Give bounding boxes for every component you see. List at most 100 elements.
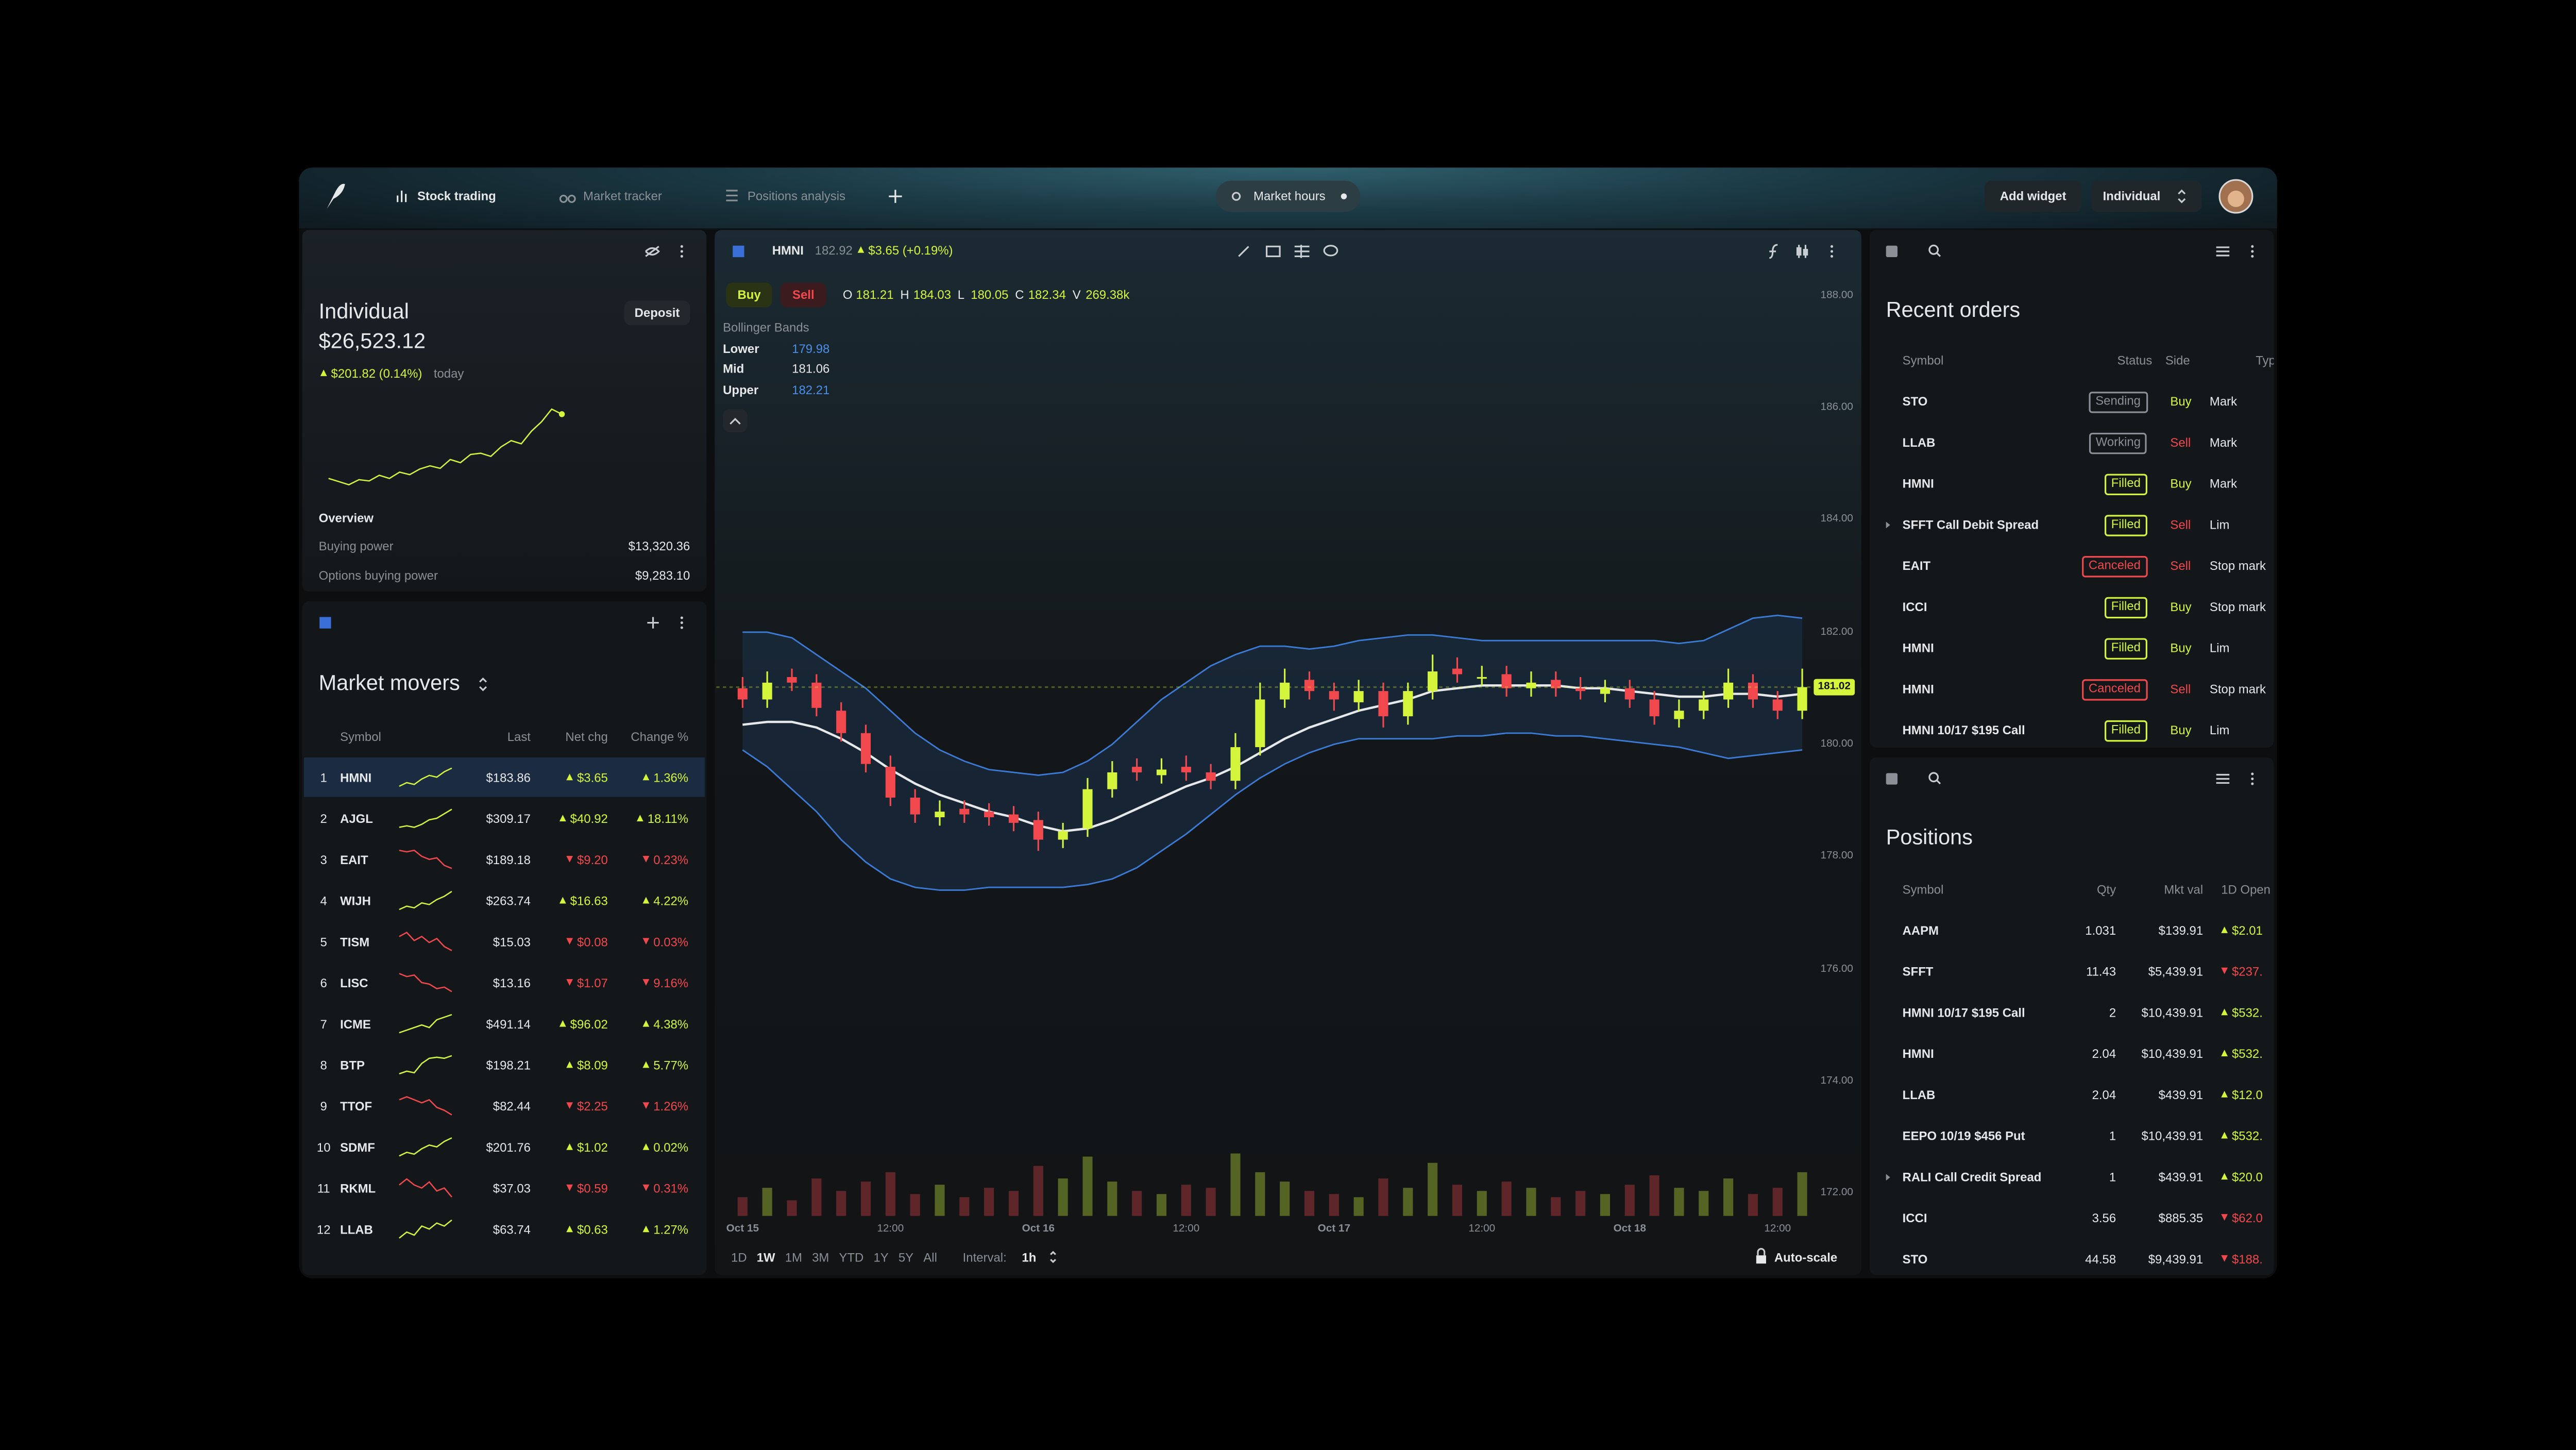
symbol[interactable]: TTOF [340, 1099, 372, 1114]
position-symbol[interactable]: AAPM [1903, 923, 1939, 937]
rank-label: 11 [317, 1180, 330, 1195]
position-value-label: $439.91 [2158, 1086, 2204, 1102]
buy-button[interactable] [726, 282, 772, 308]
symbol[interactable]: WIJH [340, 893, 371, 908]
position-symbol[interactable]: EEPO 10/19 $456 Put [1903, 1128, 2025, 1143]
interval-chevrons[interactable] [1050, 1251, 1056, 1263]
fib-tool[interactable] [1294, 245, 1310, 258]
column-header-label: Typ [2256, 352, 2274, 367]
ohlc-value: 269.38k [1086, 287, 1129, 301]
sort-icon[interactable] [479, 677, 487, 692]
position-symbol[interactable]: SFFT [1903, 964, 1934, 979]
avatar-face [2228, 190, 2244, 207]
draw-tool[interactable] [1238, 246, 1249, 257]
filter-icon[interactable] [2216, 773, 2230, 784]
position-value-label: $10,439.91 [2141, 1046, 2204, 1060]
note-tool[interactable] [1323, 245, 1338, 257]
candle-icon[interactable] [1796, 245, 1808, 258]
net-change: $40.92 [559, 811, 608, 825]
hide-icon[interactable] [645, 246, 660, 257]
last-price-label: $15.03 [493, 934, 531, 949]
range-button[interactable]: 3M [812, 1249, 829, 1264]
tab[interactable]: Stock trading [417, 189, 496, 203]
order-status: Filled [2105, 637, 2147, 660]
menu-icon[interactable] [680, 245, 683, 258]
position-symbol[interactable]: ICCI [1903, 1210, 1927, 1225]
symbol[interactable]: HMNI [340, 770, 371, 785]
range-button[interactable]: 1W [757, 1250, 775, 1264]
menu-icon[interactable] [2251, 772, 2254, 785]
status-dot [1341, 193, 1347, 199]
position-symbol[interactable]: STO [1903, 1252, 1928, 1266]
interval[interactable]: 1h [1022, 1250, 1036, 1264]
order-symbol[interactable]: LLAB [1903, 435, 1936, 449]
filter-icon[interactable] [2216, 246, 2230, 257]
autoscale[interactable]: Auto-scale [1774, 1250, 1837, 1264]
range-button-label: 3M [812, 1249, 829, 1264]
order-symbol[interactable]: HMNI [1903, 682, 1934, 696]
market-hours: Market hours [1253, 189, 1326, 203]
search-icon[interactable] [1928, 772, 1941, 785]
position-symbol[interactable]: LLAB [1903, 1087, 1936, 1102]
position-symbol[interactable]: HMNI 10/17 $195 Call [1903, 1005, 2025, 1020]
add-tab[interactable] [889, 190, 902, 203]
symbol[interactable]: LLAB [340, 1222, 373, 1237]
buy[interactable]: Buy [737, 287, 760, 301]
menu-icon[interactable] [1830, 245, 1834, 258]
deposit[interactable]: Deposit [635, 305, 680, 319]
tab[interactable]: Positions analysis [748, 189, 845, 203]
order-symbol[interactable]: ICCI [1903, 599, 1927, 614]
rect-tool[interactable] [1265, 245, 1281, 258]
range-button[interactable]: YTD [839, 1250, 863, 1264]
range-button[interactable]: 1D [731, 1250, 747, 1264]
symbol[interactable]: ICME [340, 1017, 371, 1031]
x-tick-label-label: 12:00 [1468, 1222, 1496, 1234]
sell-button[interactable] [780, 282, 826, 308]
menu-icon[interactable] [680, 616, 683, 629]
candle-body [1008, 814, 1019, 823]
symbol[interactable]: BTP [340, 1058, 365, 1072]
last-price: $198.21 [486, 1058, 530, 1072]
tab-icon [397, 190, 407, 203]
range-button[interactable]: 1M [785, 1250, 802, 1264]
menu-icon[interactable] [2251, 245, 2254, 258]
range-button[interactable]: All [923, 1249, 937, 1264]
symbol[interactable]: EAIT [340, 852, 368, 867]
range-button[interactable]: 1Y [873, 1250, 888, 1264]
account-select[interactable] [2091, 180, 2201, 212]
symbol[interactable]: AJGL [340, 811, 373, 825]
rank: 1 [320, 770, 327, 785]
expand-caret [1886, 521, 1890, 529]
account-select[interactable]: Individual [2103, 189, 2161, 203]
order-symbol[interactable]: STO [1903, 394, 1928, 409]
range-button-label: All [923, 1249, 937, 1264]
order-status: Canceled [2082, 555, 2147, 577]
add-widget-button[interactable] [1985, 180, 2082, 212]
order-symbol[interactable]: HMNI 10/17 $195 Call [1903, 722, 2025, 737]
position-symbol[interactable]: RALI Call Credit Spread [1903, 1170, 2042, 1184]
position-symbol[interactable]: HMNI [1903, 1046, 1934, 1060]
order-symbol[interactable]: EAIT [1903, 558, 1931, 572]
order-status: Canceled [2082, 678, 2147, 700]
tab[interactable]: Market tracker [583, 189, 662, 203]
symbol[interactable]: SDMF [340, 1140, 375, 1154]
change-percent: 4.22% [642, 893, 688, 908]
mover-highlight [303, 757, 705, 797]
direction-icon [642, 1019, 650, 1026]
add-icon[interactable] [647, 617, 659, 629]
function-icon[interactable] [1769, 244, 1778, 259]
order-symbol[interactable]: HMNI [1903, 640, 1934, 655]
order-side: Sell [2170, 682, 2191, 696]
add-widget[interactable]: Add widget [2000, 189, 2066, 203]
symbol[interactable]: RKML [340, 1181, 376, 1195]
symbol[interactable]: TISM [340, 935, 369, 949]
collapse-button[interactable] [723, 409, 748, 432]
order-symbol[interactable]: SFFT Call Debit Spread [1903, 517, 2039, 532]
range-button[interactable]: 5Y [899, 1250, 913, 1264]
direction-icon [2221, 925, 2228, 933]
deposit-button[interactable] [624, 300, 690, 326]
order-symbol[interactable]: HMNI [1903, 476, 1934, 491]
search-icon[interactable] [1928, 244, 1941, 257]
sell[interactable]: Sell [792, 287, 815, 301]
symbol[interactable]: LISC [340, 975, 368, 990]
